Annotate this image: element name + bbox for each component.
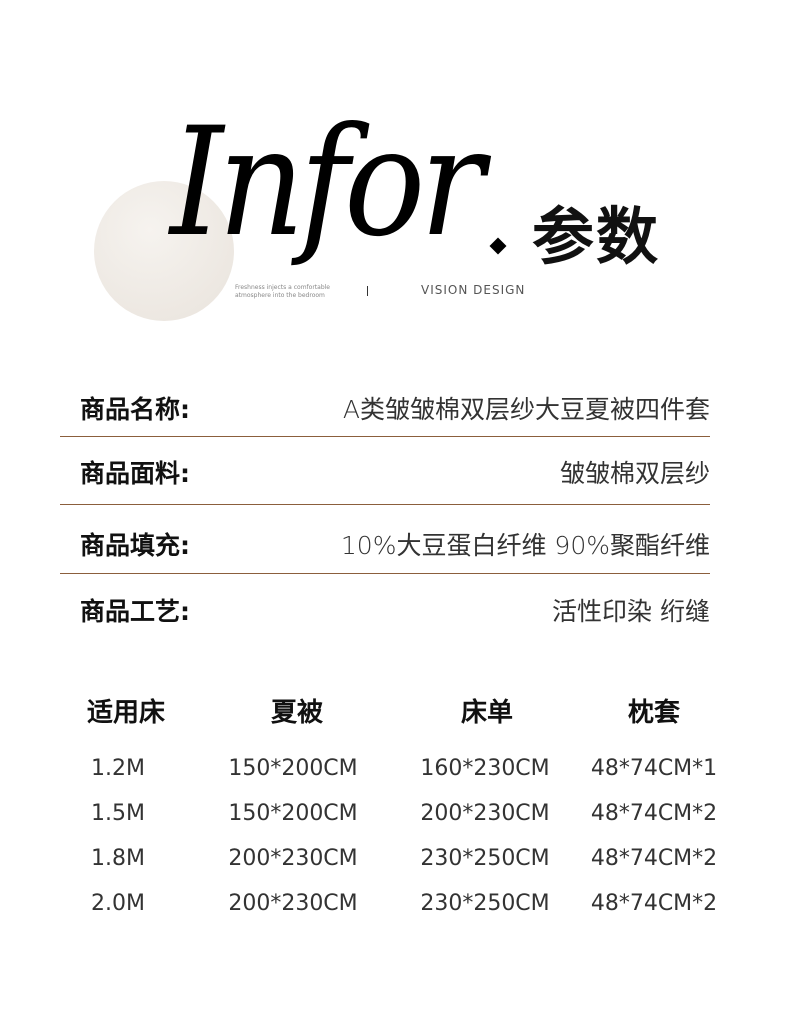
table-cell: 48*74CM*1 [590,756,718,781]
table-header: 床单 [460,698,513,728]
divider [60,436,710,437]
separator [367,286,368,296]
table-cell: 48*74CM*2 [590,891,718,916]
table-cell: 1.2M [91,756,145,781]
table-header: 夏被 [270,698,323,728]
section-title: 参数 [532,200,661,273]
vision-design-label: VISION DESIGN [421,283,526,297]
spec-row: 商品工艺: 活性印染 绗缝 [60,576,710,644]
table-cell: 150*200CM [228,756,358,781]
spec-row: 商品填充: 10%大豆蛋白纤维 90%聚酯纤维 [60,510,710,578]
spec-value: 皱皱棉双层纱 [559,459,710,488]
table-cell: 2.0M [91,891,145,916]
decorative-circle [94,181,234,321]
table-cell: 150*200CM [228,801,358,826]
table-cell: 200*230CM [228,891,358,916]
spec-label: 商品工艺: [80,597,190,626]
table-cell: 1.8M [91,846,145,871]
table-cell: 200*230CM [228,846,358,871]
tagline: Freshness injects a comfortable atmosphe… [235,284,330,299]
table-cell: 48*74CM*2 [590,846,718,871]
spec-label: 商品面料: [80,459,190,488]
table-cell: 1.5M [91,801,145,826]
spec-row: 商品名称: A类皱皱棉双层纱大豆夏被四件套 [60,374,710,442]
table-header: 适用床 [86,698,165,728]
table-cell: 160*230CM [420,756,550,781]
divider [60,573,710,574]
table-cell: 230*250CM [420,891,550,916]
spec-value: 10%大豆蛋白纤维 90%聚酯纤维 [340,531,710,560]
diamond-dot-icon [489,237,507,255]
spec-value: A类皱皱棉双层纱大豆夏被四件套 [342,395,710,424]
spec-label: 商品填充: [80,531,190,560]
spec-row: 商品面料: 皱皱棉双层纱 [60,438,710,506]
table-cell: 200*230CM [420,801,550,826]
display-title: Infor [170,96,484,270]
spec-value: 活性印染 绗缝 [552,597,710,626]
spec-label: 商品名称: [80,395,190,424]
table-cell: 230*250CM [420,846,550,871]
table-cell: 48*74CM*2 [590,801,718,826]
table-header: 枕套 [627,698,680,728]
divider [60,504,710,505]
